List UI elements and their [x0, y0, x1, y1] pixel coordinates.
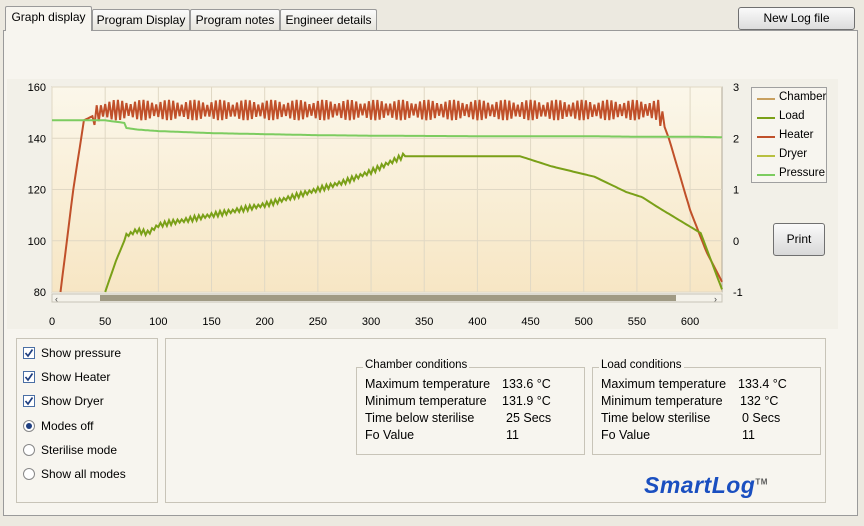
load-time-below-row: Time below sterilise 0 Secs — [601, 411, 780, 428]
option-label: Show Dryer — [41, 394, 104, 408]
legend-item-pressure: Pressure — [752, 165, 826, 183]
x-tick-label: 50 — [99, 316, 111, 328]
radio-empty-icon — [23, 444, 35, 456]
stat-label: Fo Value — [365, 428, 415, 442]
series-line-heater — [59, 99, 723, 293]
tab-graph-display[interactable]: Graph display — [5, 6, 92, 31]
chamber-fo-row: Fo Value 11 — [365, 428, 519, 445]
x-tick-label: 500 — [575, 316, 593, 328]
x-tick-label: 550 — [628, 316, 646, 328]
option-label: Sterilise mode — [41, 443, 118, 457]
smartlog-logo: SmartLogTM — [644, 472, 768, 498]
legend-label: Chamber — [779, 91, 827, 103]
chamber-time-below-row: Time below sterilise 25 Secs — [365, 411, 551, 428]
stat-value: 133.4 °C — [738, 377, 787, 391]
legend-item-chamber: Chamber — [752, 89, 826, 107]
checkbox-checked-icon — [23, 371, 35, 383]
load-min-temp-row: Minimum temperature 132 °C — [601, 394, 778, 411]
scroll-right-icon[interactable]: › — [714, 294, 717, 304]
tab-engineer-details[interactable]: Engineer details — [280, 9, 377, 30]
stat-value: 25 Secs — [506, 411, 552, 425]
series-line-load — [104, 151, 723, 293]
tab-program-notes[interactable]: Program notes — [190, 9, 280, 30]
y2-tick-label: 1 — [733, 185, 739, 197]
legend-item-heater: Heater — [752, 127, 826, 145]
x-tick-label: 400 — [468, 316, 486, 328]
y-tick-label: 100 — [28, 236, 46, 248]
x-tick-label: 450 — [521, 316, 539, 328]
stat-value: 131.9 °C — [502, 394, 551, 408]
scrollbar-thumb[interactable] — [100, 295, 676, 301]
option-label: Modes off — [41, 419, 94, 433]
stat-label: Time below sterilise — [365, 411, 475, 425]
legend-swatch-chamber — [757, 98, 775, 100]
chart-legend: Chamber Load Heater Dryer Pressure — [751, 87, 827, 183]
tab-bar: Graph display Program Display Program no… — [0, 0, 864, 31]
legend-label: Heater — [779, 129, 814, 141]
stat-label: Minimum temperature — [601, 394, 723, 408]
chart-area: 0 50 100 150 200 250 300 350 400 450 500 550 600 80 10… — [7, 79, 838, 329]
stat-value: 133.6 °C — [502, 377, 551, 391]
stat-label: Time below sterilise — [601, 411, 711, 425]
load-conditions-group: Load conditions Maximum temperature 133.… — [592, 359, 821, 455]
y-tick-label: 80 — [34, 287, 46, 299]
display-options-panel: Show pressure Show Heater Show Dryer Mod… — [16, 338, 158, 503]
y-tick-label: 140 — [28, 133, 46, 145]
conditions-panel — [165, 338, 826, 503]
x-tick-label: 300 — [362, 316, 380, 328]
legend-label: Load — [779, 110, 805, 122]
chamber-min-temp-row: Minimum temperature 131.9 °C — [365, 394, 551, 411]
legend-swatch-heater — [757, 136, 775, 138]
print-button[interactable]: Print — [773, 223, 825, 256]
x-tick-label: 200 — [256, 316, 274, 328]
y-tick-label: 160 — [28, 82, 46, 94]
x-tick-label: 100 — [149, 316, 167, 328]
option-label: Show Heater — [41, 370, 111, 384]
series-line-pressure — [52, 119, 722, 139]
stat-label: Maximum temperature — [365, 377, 491, 391]
checkbox-checked-icon — [23, 395, 35, 407]
stat-label: Fo Value — [601, 428, 651, 442]
legend-swatch-pressure — [757, 174, 775, 176]
load-conditions-title: Load conditions — [599, 359, 684, 371]
chamber-conditions-title: Chamber conditions — [363, 359, 470, 371]
radio-selected-icon — [23, 420, 35, 432]
stat-value: 11 — [506, 428, 519, 442]
legend-label: Dryer — [779, 148, 808, 160]
radio-empty-icon — [23, 468, 35, 480]
stat-value: 132 °C — [740, 394, 779, 408]
load-max-temp-row: Maximum temperature 133.4 °C — [601, 377, 787, 394]
chamber-conditions-group: Chamber conditions Maximum temperature 1… — [356, 359, 585, 455]
x-tick-label: 600 — [681, 316, 699, 328]
temperature-chart: 0 50 100 150 200 250 300 350 400 450 500 550 6008010… — [28, 82, 743, 328]
chamber-max-temp-row: Maximum temperature 133.6 °C — [365, 377, 551, 394]
tab-program-display[interactable]: Program Display — [92, 9, 190, 30]
stat-value: 0 Secs — [742, 411, 781, 425]
y2-tick-label: 2 — [733, 133, 739, 145]
stat-label: Maximum temperature — [601, 377, 727, 391]
new-log-file-button[interactable]: New Log file — [738, 7, 855, 30]
stat-value: 11 — [742, 428, 755, 442]
option-label: Show pressure — [41, 346, 122, 360]
x-tick-label: 0 — [49, 316, 55, 328]
y2-tick-label: -1 — [733, 287, 743, 299]
y2-tick-label: 0 — [733, 236, 739, 248]
legend-swatch-load — [757, 117, 775, 119]
scroll-left-icon[interactable]: ‹ — [55, 294, 58, 304]
legend-item-load: Load — [752, 108, 826, 126]
legend-label: Pressure — [779, 167, 826, 179]
stat-label: Minimum temperature — [365, 394, 487, 408]
y-tick-label: 120 — [28, 185, 46, 197]
x-tick-label: 150 — [202, 316, 220, 328]
legend-swatch-dryer — [757, 155, 775, 157]
load-fo-row: Fo Value 11 — [601, 428, 755, 445]
checkbox-checked-icon — [23, 347, 35, 359]
option-label: Show all modes — [41, 467, 126, 481]
x-tick-label: 350 — [415, 316, 433, 328]
legend-item-dryer: Dryer — [752, 146, 826, 164]
y2-tick-label: 3 — [733, 82, 739, 94]
x-tick-label: 250 — [309, 316, 327, 328]
